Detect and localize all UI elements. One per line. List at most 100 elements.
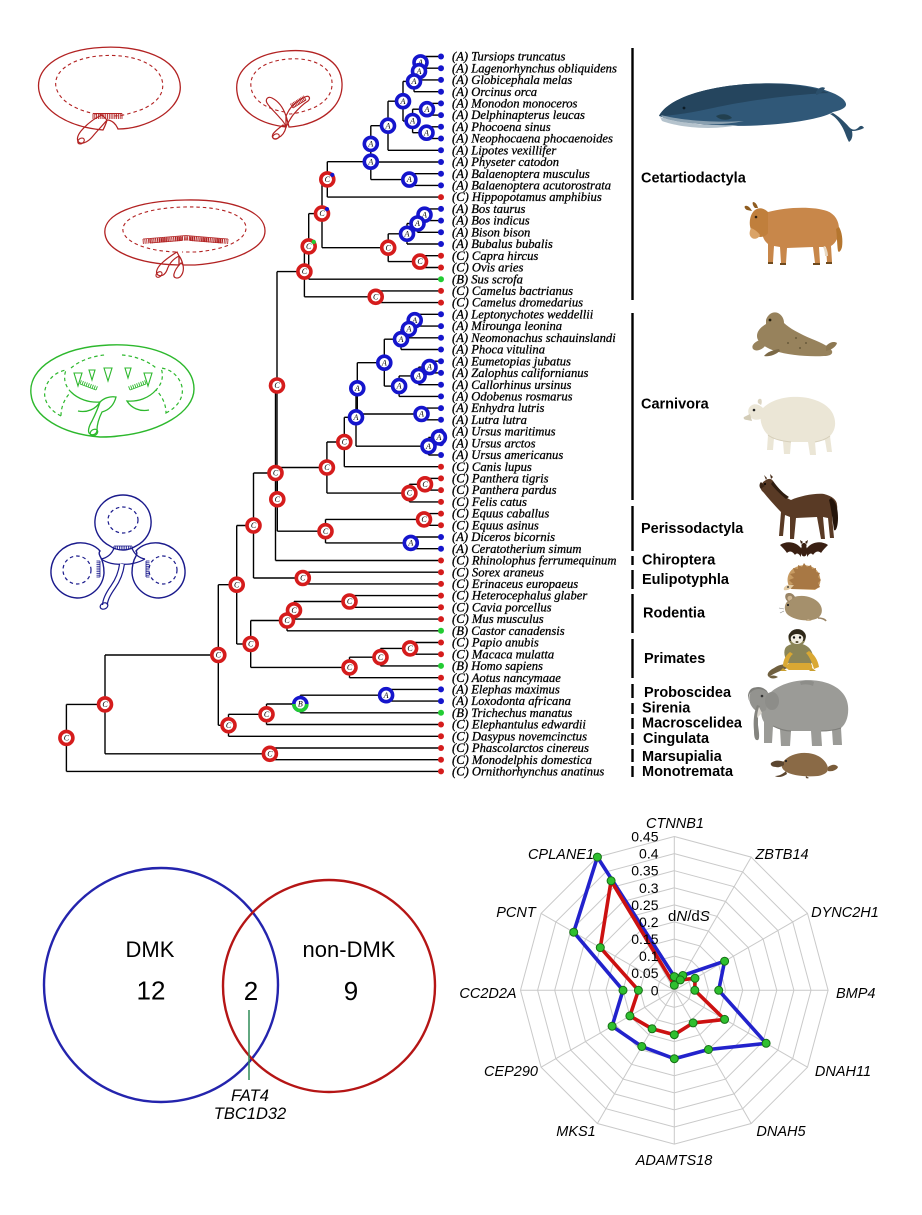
svg-text:Perissodactyla: Perissodactyla: [641, 521, 744, 537]
svg-text:FAT4: FAT4: [231, 1087, 269, 1105]
svg-text:A: A: [396, 382, 402, 391]
svg-text:C: C: [325, 175, 331, 184]
svg-text:0.25: 0.25: [631, 897, 658, 913]
svg-text:Rodentia: Rodentia: [643, 606, 706, 622]
svg-text:C: C: [422, 480, 428, 489]
svg-text:B: B: [298, 700, 303, 709]
svg-text:A: A: [367, 157, 373, 166]
svg-text:C: C: [373, 292, 379, 301]
svg-text:TBC1D32: TBC1D32: [214, 1105, 286, 1123]
svg-text:CEP290: CEP290: [484, 1064, 538, 1080]
svg-text:0.35: 0.35: [631, 863, 658, 879]
svg-text:CPLANE1: CPLANE1: [528, 847, 594, 863]
svg-text:12: 12: [137, 976, 166, 1006]
svg-text:C: C: [273, 469, 279, 478]
svg-text:C: C: [275, 495, 281, 504]
svg-text:A: A: [415, 372, 421, 381]
svg-text:0.4: 0.4: [639, 846, 659, 862]
svg-text:DNAH5: DNAH5: [756, 1124, 806, 1140]
svg-text:0.1: 0.1: [639, 948, 659, 964]
svg-text:BMP4: BMP4: [836, 986, 876, 1002]
svg-text:C: C: [248, 640, 254, 649]
svg-text:Eulipotyphla: Eulipotyphla: [642, 572, 730, 588]
svg-text:A: A: [435, 433, 441, 442]
svg-text:dN/dS: dN/dS: [668, 908, 710, 925]
svg-text:C: C: [319, 209, 325, 218]
svg-text:A: A: [406, 175, 412, 184]
svg-text:C: C: [417, 257, 423, 266]
svg-text:C: C: [324, 463, 330, 472]
svg-text:Primates: Primates: [644, 651, 705, 667]
svg-text:A: A: [409, 117, 415, 126]
svg-text:MKS1: MKS1: [556, 1124, 596, 1140]
svg-text:CC2D2A: CC2D2A: [459, 986, 516, 1002]
svg-text:A: A: [400, 97, 406, 106]
svg-text:C: C: [323, 527, 329, 536]
svg-text:C: C: [347, 597, 353, 606]
svg-text:C: C: [216, 651, 222, 660]
svg-text:Carnivora: Carnivora: [641, 397, 710, 413]
svg-text:C: C: [378, 653, 384, 662]
svg-text:2: 2: [244, 976, 258, 1006]
svg-text:C: C: [264, 710, 270, 719]
svg-text:C: C: [347, 663, 353, 672]
svg-text:C: C: [421, 515, 427, 524]
svg-text:ADAMTS18: ADAMTS18: [635, 1153, 713, 1169]
svg-text:C: C: [234, 580, 240, 589]
svg-text:Monotremata: Monotremata: [642, 764, 734, 780]
svg-text:C: C: [226, 721, 232, 730]
svg-text:C: C: [64, 734, 70, 743]
svg-text:DYNC2H1: DYNC2H1: [811, 905, 879, 921]
svg-text:A: A: [418, 410, 424, 419]
svg-text:Macroscelidea: Macroscelidea: [642, 716, 743, 732]
svg-text:A: A: [385, 121, 391, 130]
svg-text:Cetartiodactyla: Cetartiodactyla: [641, 171, 747, 187]
svg-text:C: C: [284, 616, 290, 625]
svg-text:A: A: [367, 140, 373, 149]
svg-text:0.05: 0.05: [631, 965, 658, 981]
svg-text:A: A: [398, 335, 404, 344]
svg-text:A: A: [423, 128, 429, 137]
svg-text:A: A: [426, 363, 432, 372]
svg-text:A: A: [411, 77, 417, 86]
svg-text:C: C: [407, 644, 413, 653]
svg-text:CTNNB1: CTNNB1: [646, 816, 704, 832]
svg-text:A: A: [353, 413, 359, 422]
svg-text:C: C: [386, 243, 392, 252]
svg-text:C: C: [251, 521, 257, 530]
svg-text:0.2: 0.2: [639, 914, 659, 930]
svg-text:A: A: [381, 358, 387, 367]
svg-text:C: C: [267, 749, 273, 758]
svg-text:A: A: [414, 219, 420, 228]
svg-text:C: C: [407, 489, 413, 498]
svg-text:9: 9: [344, 976, 358, 1006]
svg-text:Proboscidea: Proboscidea: [644, 685, 732, 701]
svg-text:DMK: DMK: [126, 937, 175, 962]
svg-text:C: C: [291, 606, 297, 615]
svg-text:A: A: [425, 442, 431, 451]
svg-text:0.15: 0.15: [631, 931, 658, 947]
svg-text:(C) Ornithorhynchus anatinus: (C) Ornithorhynchus anatinus: [452, 765, 604, 779]
svg-text:Cingulata: Cingulata: [643, 731, 710, 747]
svg-text:C: C: [306, 242, 312, 251]
svg-text:Marsupialia: Marsupialia: [642, 749, 723, 765]
svg-text:Chiroptera: Chiroptera: [642, 553, 716, 569]
svg-text:DNAH11: DNAH11: [815, 1064, 871, 1080]
svg-text:A: A: [354, 384, 360, 393]
svg-text:PCNT: PCNT: [496, 905, 537, 921]
svg-text:0.3: 0.3: [639, 880, 659, 896]
svg-text:non-DMK: non-DMK: [303, 937, 396, 962]
svg-text:A: A: [407, 539, 413, 548]
svg-text:A: A: [424, 105, 430, 114]
svg-text:0: 0: [651, 982, 659, 998]
svg-text:Sirenia: Sirenia: [642, 701, 691, 717]
svg-text:ZBTB14: ZBTB14: [754, 847, 808, 863]
svg-text:A: A: [383, 691, 389, 700]
svg-text:A: A: [404, 229, 410, 238]
svg-text:C: C: [300, 574, 306, 583]
svg-text:C: C: [302, 267, 308, 276]
svg-text:C: C: [102, 700, 108, 709]
svg-text:C: C: [274, 381, 280, 390]
svg-text:A: A: [405, 325, 411, 334]
svg-text:C: C: [342, 438, 348, 447]
